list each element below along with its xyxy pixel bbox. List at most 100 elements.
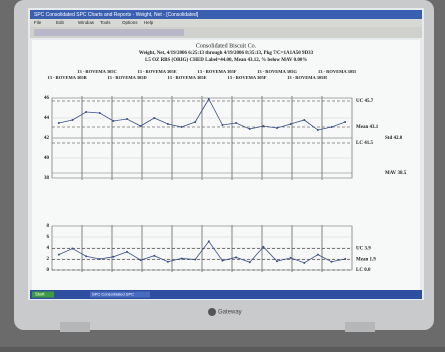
point <box>303 119 306 121</box>
limit-label: UC 45.7 <box>356 99 374 104</box>
group-label: 13 - ROVEMA 305D <box>107 75 147 80</box>
y-tick-label: 2 <box>47 257 50 262</box>
start-label: Start <box>35 292 45 297</box>
point <box>112 255 115 258</box>
point <box>98 258 101 260</box>
menu-item[interactable]: Tools <box>100 20 111 25</box>
point <box>289 256 292 259</box>
menu-bar <box>30 19 422 27</box>
point <box>71 119 74 121</box>
point <box>153 117 156 119</box>
menu-item[interactable]: Edit <box>56 20 65 25</box>
point <box>139 125 142 127</box>
menu-item[interactable]: Window <box>78 20 95 25</box>
menu-item[interactable]: File <box>34 20 42 25</box>
brand: Gateway <box>218 310 242 316</box>
point <box>194 121 197 123</box>
taskbar <box>30 290 422 299</box>
report-line: 1.5 OZ RBS (ORIG) CHED Label=44.00, Mean… <box>145 58 308 63</box>
toolbar <box>30 27 422 38</box>
group-label: 13 - ROVEMA 305B <box>47 75 86 80</box>
toolbar-buttons[interactable] <box>34 29 184 36</box>
point <box>57 122 60 124</box>
hinge <box>60 322 90 332</box>
limit-label: UC 3.9 <box>356 247 371 252</box>
y-tick-label: 42 <box>44 136 50 141</box>
point <box>166 260 169 263</box>
group-label: 13 - ROVEMA 305F <box>197 69 236 74</box>
group-label: 13 - ROVEMA 305C <box>77 69 117 74</box>
point <box>316 253 319 256</box>
report-company: Consolidated Biscuit Co. <box>196 43 257 49</box>
point <box>248 128 251 130</box>
point <box>262 125 265 127</box>
title-bar <box>30 10 422 19</box>
y-tick-label: 44 <box>44 116 50 121</box>
point <box>330 126 333 128</box>
limit-label: LC 0.0 <box>356 268 371 273</box>
group-label: 13 - ROVEMA 305I <box>318 69 356 74</box>
point <box>248 261 251 264</box>
point <box>330 260 333 263</box>
y-tick-label: 38 <box>44 176 50 181</box>
y-tick-label: 40 <box>44 156 50 161</box>
point <box>344 121 347 123</box>
point <box>235 256 238 259</box>
window-title: SPC Consolidated SPC Charts and Reports … <box>34 12 199 18</box>
y-tick-label: 0 <box>47 268 50 273</box>
group-label: 13 - ROVEMA 305G <box>257 69 297 74</box>
point <box>194 258 197 261</box>
hinge <box>345 322 375 332</box>
limit-label: Mean 1.9 <box>356 258 376 263</box>
limit-label: MAV 38.5 <box>385 171 407 176</box>
limit-label: LC 41.5 <box>356 141 373 146</box>
y-tick-label: 46 <box>44 96 50 101</box>
series-line <box>58 240 346 264</box>
group-label: 13 - ROVEMA 305F <box>227 75 266 80</box>
limit-label: Std 42.0 <box>385 136 403 141</box>
point <box>85 255 88 258</box>
task-label: SPC Consolidated SPC <box>92 292 134 297</box>
menu-item[interactable]: Options <box>122 20 138 25</box>
point <box>153 254 156 257</box>
group-label: 13 - ROVEMA 305E <box>167 75 206 80</box>
y-tick-label: 4 <box>47 246 50 251</box>
point <box>180 126 183 128</box>
limit-label: Mean 43.1 <box>356 125 379 130</box>
point <box>207 98 210 100</box>
point <box>262 245 265 248</box>
point <box>166 123 169 125</box>
start-button[interactable] <box>32 291 54 298</box>
point <box>98 112 101 114</box>
group-label: 13 - ROVEMA 305H <box>287 75 327 80</box>
point <box>112 120 115 122</box>
group-label: 13 - ROVEMA 305E <box>137 69 176 74</box>
y-tick-label: 6 <box>47 235 50 240</box>
menu-item[interactable]: Help <box>144 20 154 25</box>
point <box>289 123 292 125</box>
report-line: Weight, Net, 4/19/2006 6:25:13 through 4… <box>139 51 314 56</box>
point <box>126 250 128 253</box>
task-button[interactable] <box>90 291 150 298</box>
point <box>139 259 142 262</box>
point <box>276 127 278 129</box>
chart-area <box>32 40 420 290</box>
point <box>126 118 128 120</box>
series-line <box>58 98 346 131</box>
point <box>316 129 319 131</box>
point <box>221 259 224 262</box>
point <box>276 260 278 263</box>
point <box>180 257 183 260</box>
point <box>235 122 238 124</box>
y-tick-label: 8 <box>47 224 50 229</box>
point <box>221 124 224 126</box>
point <box>71 247 74 250</box>
brand-logo <box>208 308 216 316</box>
point <box>85 111 88 113</box>
point <box>57 253 60 256</box>
point <box>207 240 210 243</box>
point <box>303 261 306 264</box>
point <box>344 258 347 260</box>
